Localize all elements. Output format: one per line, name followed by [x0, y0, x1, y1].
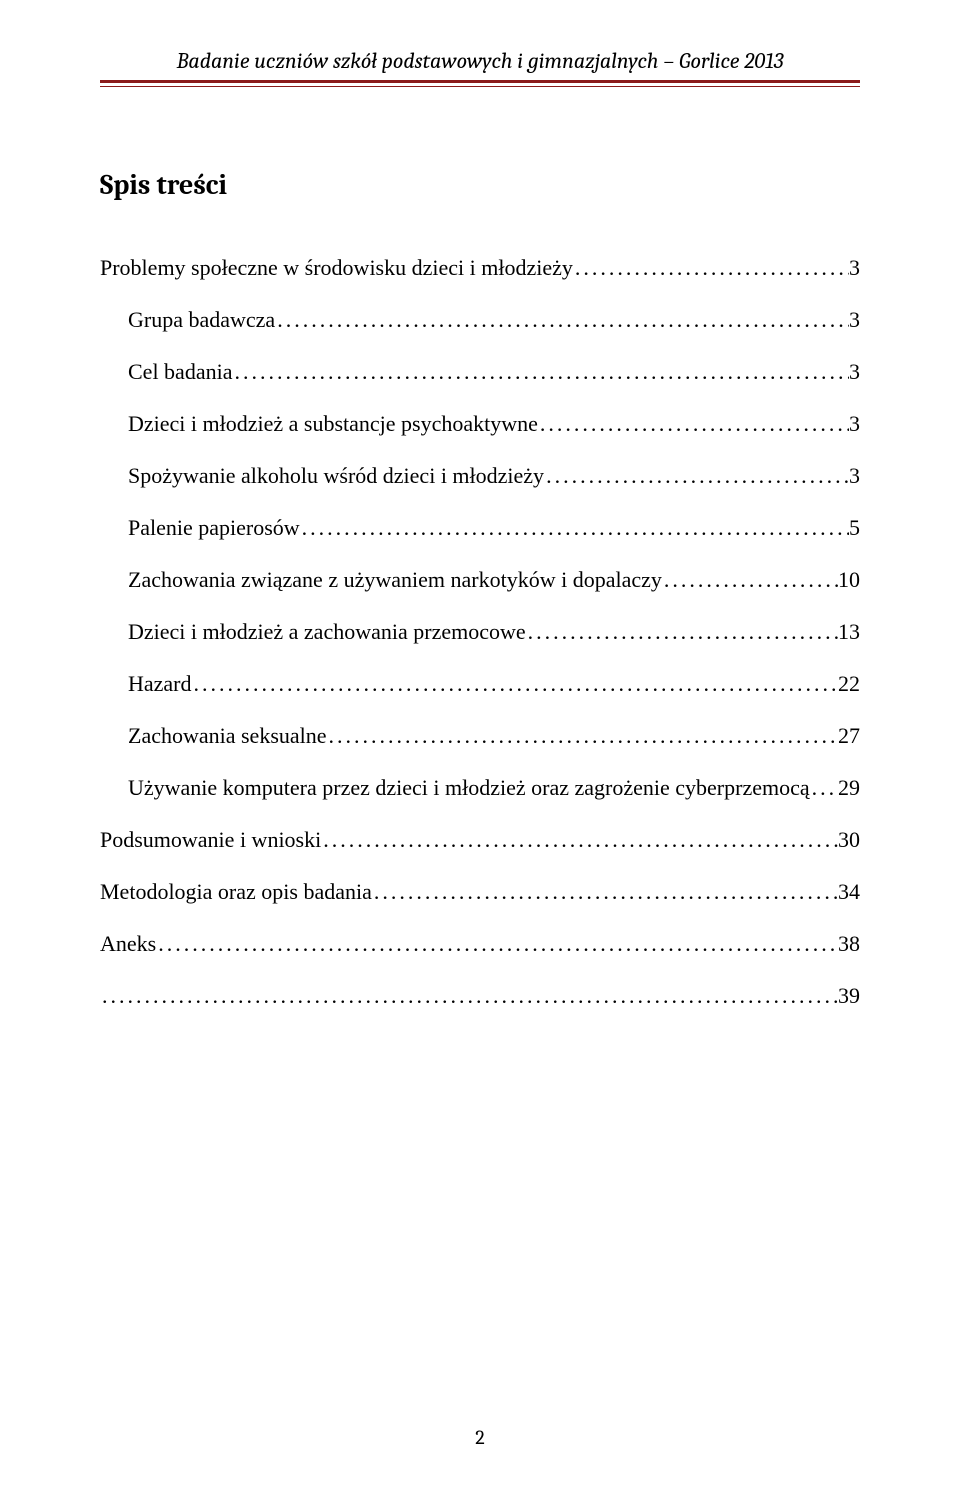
toc-leader-dots [662, 569, 838, 591]
toc-row[interactable]: Aneks 38 [100, 933, 860, 955]
toc-row[interactable]: Hazard 22 [100, 673, 860, 695]
toc-entry-page: 5 [849, 517, 860, 539]
toc-entry-page: 34 [838, 881, 860, 903]
toc-leader-dots [810, 777, 838, 799]
page: Badanie uczniów szkół podstawowych i gim… [0, 0, 960, 1503]
toc-entry-label: Zachowania seksualne [128, 725, 327, 747]
toc-entry-page: 13 [838, 621, 860, 643]
toc-entry-page: 38 [838, 933, 860, 955]
toc-leader-dots [156, 933, 838, 955]
toc-entry-label: Metodologia oraz opis badania [100, 881, 372, 903]
toc-entry-page: 3 [849, 257, 860, 279]
toc-entry-page: 30 [838, 829, 860, 851]
toc-leader-dots [526, 621, 838, 643]
toc-entry-label: Dzieci i młodzież a zachowania przemocow… [128, 621, 526, 643]
toc-entry-label: Zachowania związane z używaniem narkotyk… [128, 569, 662, 591]
toc-list: Problemy społeczne w środowisku dzieci i… [100, 257, 860, 1007]
toc-leader-dots [300, 517, 849, 539]
toc-leader-dots [538, 413, 849, 435]
toc-row[interactable]: Używanie komputera przez dzieci i młodzi… [100, 777, 860, 799]
page-number: 2 [0, 1426, 960, 1449]
toc-leader-dots [327, 725, 838, 747]
toc-row[interactable]: Palenie papierosów 5 [100, 517, 860, 539]
toc-row[interactable]: Cel badania 3 [100, 361, 860, 383]
toc-entry-label: Używanie komputera przez dzieci i młodzi… [128, 777, 810, 799]
toc-entry-label: Grupa badawcza [128, 309, 275, 331]
page-header: Badanie uczniów szkół podstawowych i gim… [100, 48, 860, 87]
toc-leader-dots [544, 465, 849, 487]
toc-heading: Spis treści [100, 169, 860, 201]
toc-row[interactable]: 39 [100, 985, 860, 1007]
toc-entry-label: Problemy społeczne w środowisku dzieci i… [100, 257, 573, 279]
toc-entry-page: 22 [838, 673, 860, 695]
toc-entry-page: 39 [838, 985, 860, 1007]
toc-entry-page: 3 [849, 413, 860, 435]
toc-row[interactable]: Podsumowanie i wnioski 30 [100, 829, 860, 851]
toc-entry-page: 3 [849, 361, 860, 383]
toc-entry-label: Cel badania [128, 361, 232, 383]
toc-leader-dots [192, 673, 838, 695]
header-rule-thick [100, 80, 860, 83]
toc-row[interactable]: Zachowania seksualne 27 [100, 725, 860, 747]
toc-entry-page: 3 [849, 309, 860, 331]
toc-row[interactable]: Spożywanie alkoholu wśród dzieci i młodz… [100, 465, 860, 487]
toc-leader-dots [232, 361, 849, 383]
toc-entry-page: 27 [838, 725, 860, 747]
toc-leader-dots [100, 985, 838, 1007]
toc-entry-page: 3 [849, 465, 860, 487]
toc-leader-dots [321, 829, 838, 851]
toc-leader-dots [573, 257, 849, 279]
toc-entry-page: 29 [838, 777, 860, 799]
toc-row[interactable]: Metodologia oraz opis badania 34 [100, 881, 860, 903]
toc-row[interactable]: Dzieci i młodzież a zachowania przemocow… [100, 621, 860, 643]
toc-entry-label: Hazard [128, 673, 192, 695]
toc-row[interactable]: Problemy społeczne w środowisku dzieci i… [100, 257, 860, 279]
toc-entry-label: Aneks [100, 933, 156, 955]
toc-entry-label: Palenie papierosów [128, 517, 300, 539]
toc-entry-label: Podsumowanie i wnioski [100, 829, 321, 851]
toc-row[interactable]: Dzieci i młodzież a substancje psychoakt… [100, 413, 860, 435]
header-rule-thin [100, 86, 860, 87]
toc-leader-dots [275, 309, 849, 331]
toc-entry-label: Spożywanie alkoholu wśród dzieci i młodz… [128, 465, 544, 487]
toc-row[interactable]: Grupa badawcza 3 [100, 309, 860, 331]
header-title: Badanie uczniów szkół podstawowych i gim… [100, 48, 860, 80]
toc-leader-dots [372, 881, 838, 903]
toc-row[interactable]: Zachowania związane z używaniem narkotyk… [100, 569, 860, 591]
toc-entry-page: 10 [838, 569, 860, 591]
toc-entry-label: Dzieci i młodzież a substancje psychoakt… [128, 413, 538, 435]
